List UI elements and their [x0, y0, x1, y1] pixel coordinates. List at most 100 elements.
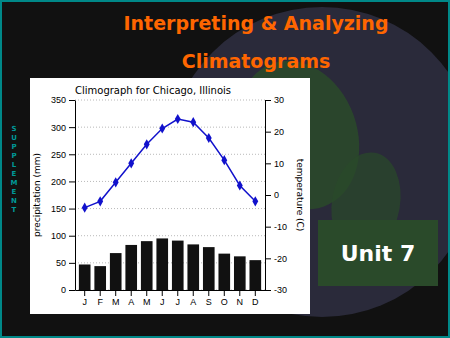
tick-mark	[193, 290, 194, 296]
tick-mark	[265, 132, 271, 133]
tick-label: N	[237, 297, 244, 307]
bar	[156, 238, 168, 290]
tick: 200	[51, 177, 75, 187]
y-axis: 0 50 100 150 200 250 300 350	[51, 95, 76, 295]
tick-label: 150	[51, 204, 66, 214]
marker	[82, 203, 88, 213]
tick-mark	[265, 100, 271, 101]
grid	[75, 100, 265, 290]
tick-mark	[162, 290, 163, 296]
tick: -10	[265, 222, 287, 232]
tick: O	[221, 290, 228, 307]
tick: 300	[51, 123, 75, 133]
tick-label: -20	[274, 254, 287, 264]
tick-mark	[84, 290, 85, 296]
bar	[79, 264, 91, 290]
tick-label: 50	[56, 258, 66, 268]
tick-label: D	[252, 297, 259, 307]
marker	[159, 123, 165, 133]
tick: 30	[265, 95, 284, 105]
grid-line	[75, 154, 265, 155]
tick-label: 20	[274, 127, 284, 137]
x-axis: JFMAMJJASOND	[76, 290, 266, 307]
tick-mark	[177, 290, 178, 296]
tick: 250	[51, 150, 75, 160]
tick-label: 10	[274, 159, 284, 169]
tick: N	[237, 290, 244, 307]
figure: Interpreting & AnalyzingClimatogramsSUPP…	[0, 0, 450, 338]
tick-mark	[69, 236, 75, 237]
tick-mark	[69, 154, 75, 155]
marker	[144, 139, 150, 149]
marker	[128, 158, 134, 168]
tick-mark	[115, 290, 116, 296]
bar	[234, 256, 246, 290]
marker	[221, 155, 227, 165]
tick-label: 300	[51, 123, 66, 133]
tick-label: -30	[274, 285, 287, 295]
tick-label: J	[160, 297, 165, 307]
tick-label: A	[190, 297, 196, 307]
tick: S	[206, 290, 212, 307]
bar	[218, 254, 230, 290]
tick: 50	[56, 258, 75, 268]
chart-title: Climograph for Chicago, Illinois	[75, 85, 231, 96]
tick-mark	[255, 290, 256, 296]
line	[85, 119, 256, 208]
tick-label: A	[128, 297, 134, 307]
tick: D	[252, 290, 259, 307]
tick-mark	[224, 290, 225, 296]
border	[1, 1, 449, 337]
tick-label: O	[221, 297, 228, 307]
plot	[79, 114, 261, 290]
tick-label: J	[176, 297, 181, 307]
tick: 0	[265, 190, 279, 200]
tick: -20	[265, 254, 287, 264]
tick: A	[190, 290, 196, 307]
y2-axis: -30 -20 -10 0 10 20 30	[265, 95, 287, 295]
tick-label: 30	[274, 95, 284, 105]
tick-label: -10	[274, 222, 287, 232]
grid-line	[75, 208, 265, 209]
tick-mark	[69, 263, 75, 264]
tick-label: 250	[51, 150, 66, 160]
heading: Climatograms	[182, 50, 331, 72]
tick: M	[143, 290, 151, 307]
marker	[237, 180, 243, 190]
grid-line	[75, 127, 265, 128]
bar	[187, 244, 199, 290]
marker	[206, 133, 212, 143]
tick-label: 100	[51, 231, 66, 241]
tick-mark	[265, 290, 271, 291]
marker	[252, 196, 258, 206]
unit-label: Unit 7	[341, 241, 416, 266]
marker	[175, 114, 181, 124]
tick: J	[82, 290, 87, 307]
tick: 350	[51, 95, 75, 105]
bar	[110, 253, 122, 290]
tick-label: 0	[61, 285, 66, 295]
axis-line	[75, 101, 76, 291]
bar	[141, 241, 153, 290]
tick-label: M	[112, 297, 120, 307]
bar	[125, 245, 137, 290]
tick-mark	[265, 195, 271, 196]
unit-box	[318, 220, 438, 286]
tick: 20	[265, 127, 284, 137]
y2-axis-title: temperature (C)	[295, 159, 305, 232]
tick-mark	[239, 290, 240, 296]
tick: 10	[265, 159, 284, 169]
tick: J	[176, 290, 181, 307]
tick-mark	[131, 290, 132, 296]
tick-mark	[69, 209, 75, 210]
heading: Interpreting & Analyzing	[124, 12, 389, 34]
tick-mark	[69, 181, 75, 182]
tick-mark	[265, 163, 271, 164]
axis-line	[76, 290, 266, 291]
tick-mark	[69, 127, 75, 128]
tick-label: 200	[51, 177, 66, 187]
tick-mark	[265, 258, 271, 259]
tick: J	[160, 290, 165, 307]
tick-mark	[69, 290, 75, 291]
tick-label: J	[82, 297, 87, 307]
